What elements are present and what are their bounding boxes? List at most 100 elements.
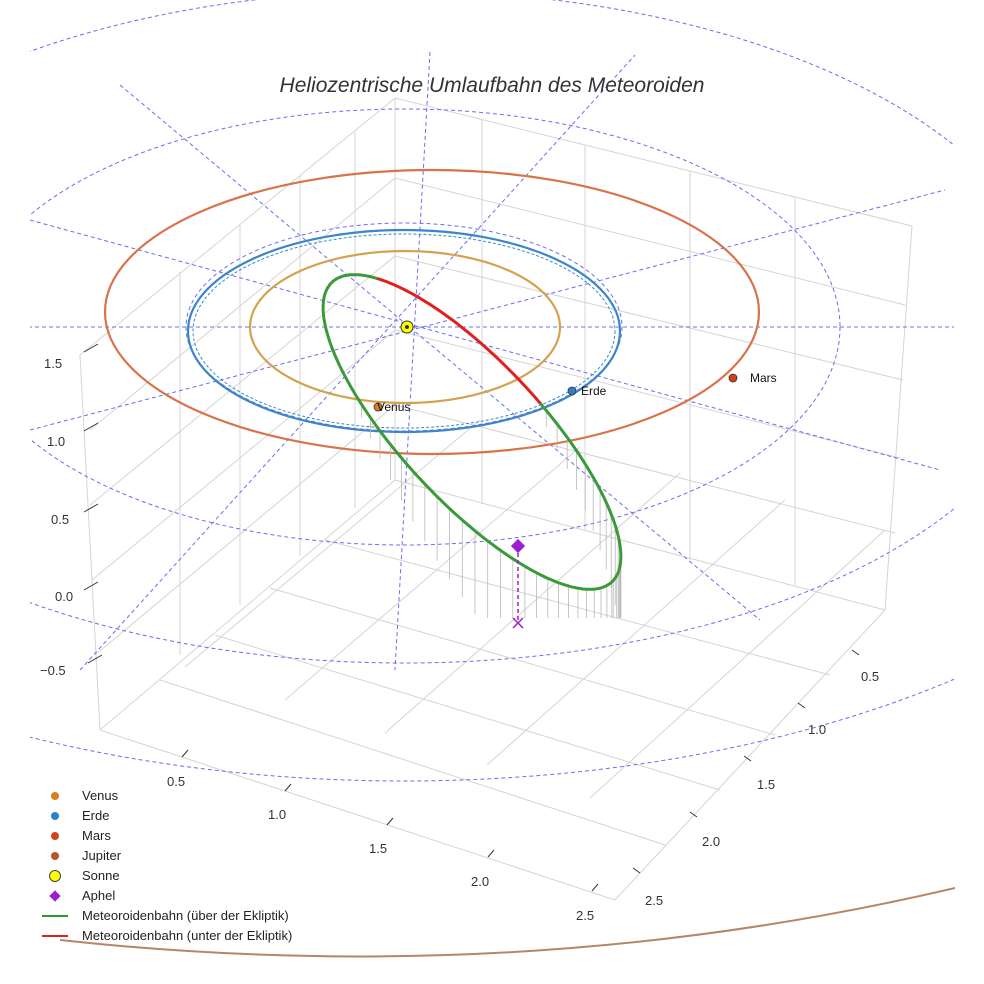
x-axis: 0.5 1.0 1.5 2.0 2.5 <box>167 749 599 923</box>
z-tick-label: 1.5 <box>44 356 62 371</box>
ecliptic-grid <box>30 0 954 782</box>
legend-marker-icon <box>49 870 61 882</box>
z-tick-label: −0.5 <box>40 663 66 678</box>
grid-spoke <box>394 51 431 671</box>
grid-line <box>89 255 396 506</box>
legend-label: Venus <box>82 788 119 803</box>
legend-label: Sonne <box>82 868 120 883</box>
erde-orbit-inner <box>192 233 616 429</box>
z-tick-label: 1.0 <box>47 434 65 449</box>
legend-swatch <box>36 826 74 846</box>
grid-line <box>486 499 786 766</box>
grid-line <box>394 255 904 381</box>
mars-label: Mars <box>750 371 777 385</box>
legend-swatch <box>36 866 74 886</box>
legend-label: Erde <box>82 808 110 823</box>
legend-label: Meteoroidenbahn (unter der Ekliptik) <box>82 928 293 943</box>
grid-spoke <box>30 189 946 431</box>
legend-marker-icon <box>51 852 59 860</box>
grid-line <box>394 329 901 459</box>
legend-item[interactable]: Erde <box>36 806 292 826</box>
legend-swatch <box>36 906 74 926</box>
grid-line <box>284 446 581 701</box>
erde-marker <box>567 386 577 396</box>
legend-swatch <box>36 786 74 806</box>
venus-label: Venus <box>377 400 410 414</box>
x-tick-label: 2.5 <box>576 908 594 923</box>
grid-line <box>159 679 666 846</box>
legend-line-icon <box>42 915 68 917</box>
legend-swatch <box>36 806 74 826</box>
legend-label: Jupiter <box>82 848 122 863</box>
legend-item[interactable]: Venus <box>36 786 292 806</box>
box-edge <box>394 479 886 611</box>
box-edge <box>99 729 616 901</box>
chart-title: Heliozentrische Umlaufbahn des Meteoroid… <box>279 74 705 97</box>
legend-marker-icon <box>49 890 61 902</box>
legend-marker-icon <box>51 792 59 800</box>
legend-item[interactable]: Aphel <box>36 886 292 906</box>
grid-line <box>184 419 481 668</box>
grid-spoke <box>79 54 636 671</box>
x-tick-label: 2.0 <box>471 874 489 889</box>
grid-line <box>89 177 396 431</box>
x-tick-label: 1.0 <box>268 807 286 822</box>
y-tick-label: 1.5 <box>757 777 775 792</box>
grid-line <box>589 529 886 799</box>
legend-marker-icon <box>51 812 59 820</box>
mars-marker <box>728 373 738 383</box>
legend-item[interactable]: Mars <box>36 826 292 846</box>
legend-label: Mars <box>82 828 111 843</box>
x-tick-label: 0.5 <box>167 774 185 789</box>
grid-line <box>269 587 776 736</box>
legend-swatch <box>36 886 74 906</box>
box-edge <box>79 354 101 731</box>
y-tick-label: 2.5 <box>645 893 663 908</box>
box-edge <box>614 609 886 901</box>
legend: Venus Erde Mars Jupiter Sonne Aphel Meteoroide… <box>36 786 292 946</box>
box-edge <box>99 479 396 731</box>
legend-swatch <box>36 926 74 946</box>
y-tick-label: 1.0 <box>808 722 826 737</box>
mars-orbit <box>103 168 761 456</box>
grid-ring <box>30 0 954 664</box>
legend-marker-icon <box>51 832 59 840</box>
z-tick-label: 0.0 <box>55 589 73 604</box>
grid-line <box>91 329 396 581</box>
legend-label: Meteoroidenbahn (über der Ekliptik) <box>82 908 289 923</box>
legend-item[interactable]: Meteoroidenbahn (über der Ekliptik) <box>36 906 292 926</box>
box-edge <box>79 97 396 356</box>
venus-orbit <box>248 249 562 405</box>
axes-box-grid <box>79 97 913 901</box>
grid-ring <box>30 678 954 782</box>
aphel-marker <box>510 538 526 554</box>
grid-line <box>384 472 681 734</box>
legend-label: Aphel <box>82 888 116 903</box>
legend-item[interactable]: Sonne <box>36 866 292 886</box>
erde-orbit <box>186 228 622 434</box>
legend-item[interactable]: Meteoroidenbahn (unter der Ekliptik) <box>36 926 292 946</box>
grid-line <box>394 177 906 306</box>
meteoroid-orbit-below <box>376 276 542 405</box>
legend-swatch <box>36 846 74 866</box>
y-tick-label: 0.5 <box>861 669 879 684</box>
x-tick-label: 1.5 <box>369 841 387 856</box>
legend-line-icon <box>42 935 68 937</box>
box-edge <box>884 225 913 611</box>
sun-core <box>405 325 409 329</box>
y-axis: 0.5 1.0 1.5 2.0 2.5 <box>632 649 879 908</box>
aphel-projection-cross <box>512 617 524 629</box>
venus-marker <box>373 402 383 412</box>
erde-label: Erde <box>581 384 607 398</box>
box-edge <box>394 97 913 227</box>
drop-lines <box>361 404 622 618</box>
grid-spoke <box>119 84 761 621</box>
z-tick-label: 0.5 <box>51 512 69 527</box>
jupiter-orbit <box>59 887 956 958</box>
z-axis: 1.5 1.0 0.5 0.0 −0.5 <box>40 343 103 678</box>
y-tick-label: 2.0 <box>702 834 720 849</box>
legend-item[interactable]: Jupiter <box>36 846 292 866</box>
grid-line <box>394 404 896 534</box>
meteoroid-orbit-above <box>321 273 623 591</box>
